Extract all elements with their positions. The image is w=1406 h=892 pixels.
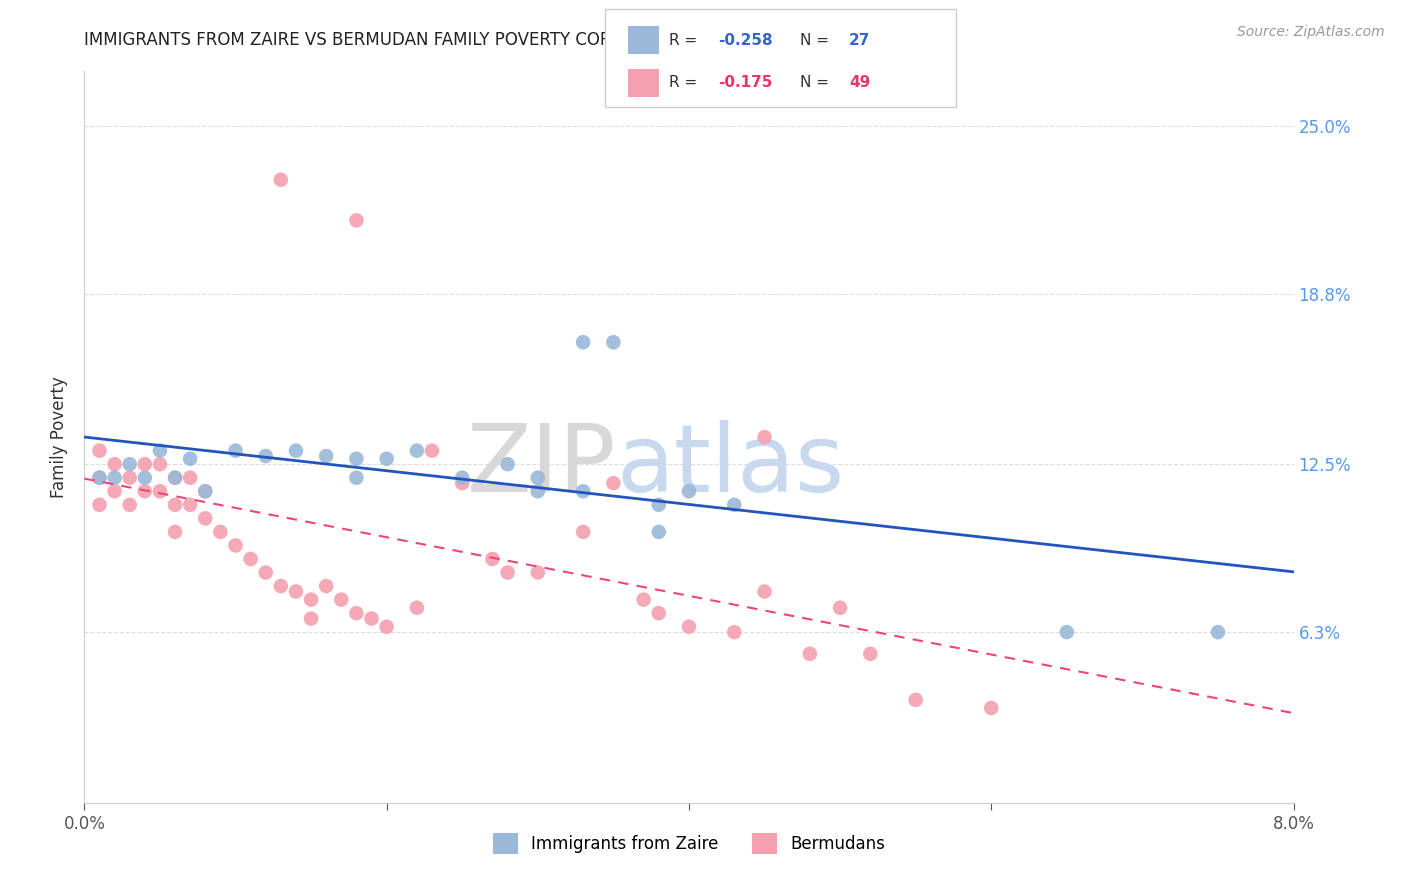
- Point: [346, 606, 368, 620]
- Point: [254, 566, 277, 580]
- Point: [165, 471, 187, 485]
- Point: [149, 484, 172, 499]
- Point: [104, 457, 127, 471]
- Point: [165, 524, 187, 539]
- Point: [285, 443, 308, 458]
- Point: [134, 471, 156, 485]
- Point: [149, 457, 172, 471]
- Point: [194, 484, 217, 499]
- Point: [239, 552, 262, 566]
- Point: [572, 484, 595, 499]
- Point: [118, 457, 141, 471]
- Point: [375, 620, 398, 634]
- Point: [420, 443, 443, 458]
- Point: [648, 498, 671, 512]
- Point: [225, 538, 247, 552]
- Point: [134, 457, 156, 471]
- Point: [330, 592, 353, 607]
- Point: [678, 620, 700, 634]
- Text: Source: ZipAtlas.com: Source: ZipAtlas.com: [1237, 25, 1385, 39]
- Text: 27: 27: [849, 33, 870, 47]
- Point: [346, 471, 368, 485]
- Point: [648, 606, 671, 620]
- Point: [89, 443, 111, 458]
- Point: [165, 471, 187, 485]
- Point: [648, 524, 671, 539]
- Point: [527, 484, 550, 499]
- Text: N =: N =: [800, 33, 834, 47]
- Point: [134, 484, 156, 499]
- Point: [89, 498, 111, 512]
- Text: -0.175: -0.175: [718, 76, 773, 90]
- Point: [496, 457, 519, 471]
- Point: [299, 611, 322, 625]
- Point: [315, 579, 337, 593]
- Point: [209, 524, 232, 539]
- Point: [406, 443, 429, 458]
- Point: [754, 430, 776, 444]
- Point: [527, 471, 550, 485]
- Y-axis label: Family Poverty: Family Poverty: [51, 376, 69, 498]
- Point: [360, 611, 382, 625]
- Point: [406, 600, 429, 615]
- Point: [980, 701, 1002, 715]
- Point: [104, 471, 127, 485]
- Point: [179, 451, 201, 466]
- Point: [346, 213, 368, 227]
- Point: [104, 484, 127, 499]
- Text: -0.258: -0.258: [718, 33, 773, 47]
- Point: [179, 471, 201, 485]
- Point: [830, 600, 852, 615]
- Point: [904, 693, 927, 707]
- Point: [149, 443, 172, 458]
- Point: [315, 449, 337, 463]
- Point: [602, 335, 624, 350]
- Point: [270, 172, 292, 186]
- Point: [299, 592, 322, 607]
- Point: [799, 647, 821, 661]
- Point: [859, 647, 882, 661]
- Text: N =: N =: [800, 76, 834, 90]
- Text: atlas: atlas: [616, 420, 845, 512]
- Point: [375, 451, 398, 466]
- Point: [527, 566, 550, 580]
- Point: [572, 335, 595, 350]
- Point: [179, 498, 201, 512]
- Point: [346, 451, 368, 466]
- Legend: Immigrants from Zaire, Bermudans: Immigrants from Zaire, Bermudans: [486, 827, 891, 860]
- Point: [118, 498, 141, 512]
- Point: [481, 552, 503, 566]
- Text: IMMIGRANTS FROM ZAIRE VS BERMUDAN FAMILY POVERTY CORRELATION CHART: IMMIGRANTS FROM ZAIRE VS BERMUDAN FAMILY…: [84, 31, 755, 49]
- Point: [602, 476, 624, 491]
- Point: [451, 471, 474, 485]
- Point: [496, 566, 519, 580]
- Text: R =: R =: [669, 76, 703, 90]
- Point: [754, 584, 776, 599]
- Point: [572, 524, 595, 539]
- Point: [270, 579, 292, 593]
- Point: [1206, 625, 1229, 640]
- Point: [194, 484, 217, 499]
- Point: [633, 592, 655, 607]
- Point: [723, 498, 745, 512]
- Text: R =: R =: [669, 33, 703, 47]
- Text: ZIP: ZIP: [467, 420, 616, 512]
- Point: [285, 584, 308, 599]
- Point: [165, 498, 187, 512]
- Point: [194, 511, 217, 525]
- Point: [225, 443, 247, 458]
- Point: [254, 449, 277, 463]
- Point: [89, 471, 111, 485]
- Point: [723, 625, 745, 640]
- Text: 49: 49: [849, 76, 870, 90]
- Point: [89, 471, 111, 485]
- Point: [1056, 625, 1078, 640]
- Point: [678, 484, 700, 499]
- Point: [118, 471, 141, 485]
- Point: [451, 476, 474, 491]
